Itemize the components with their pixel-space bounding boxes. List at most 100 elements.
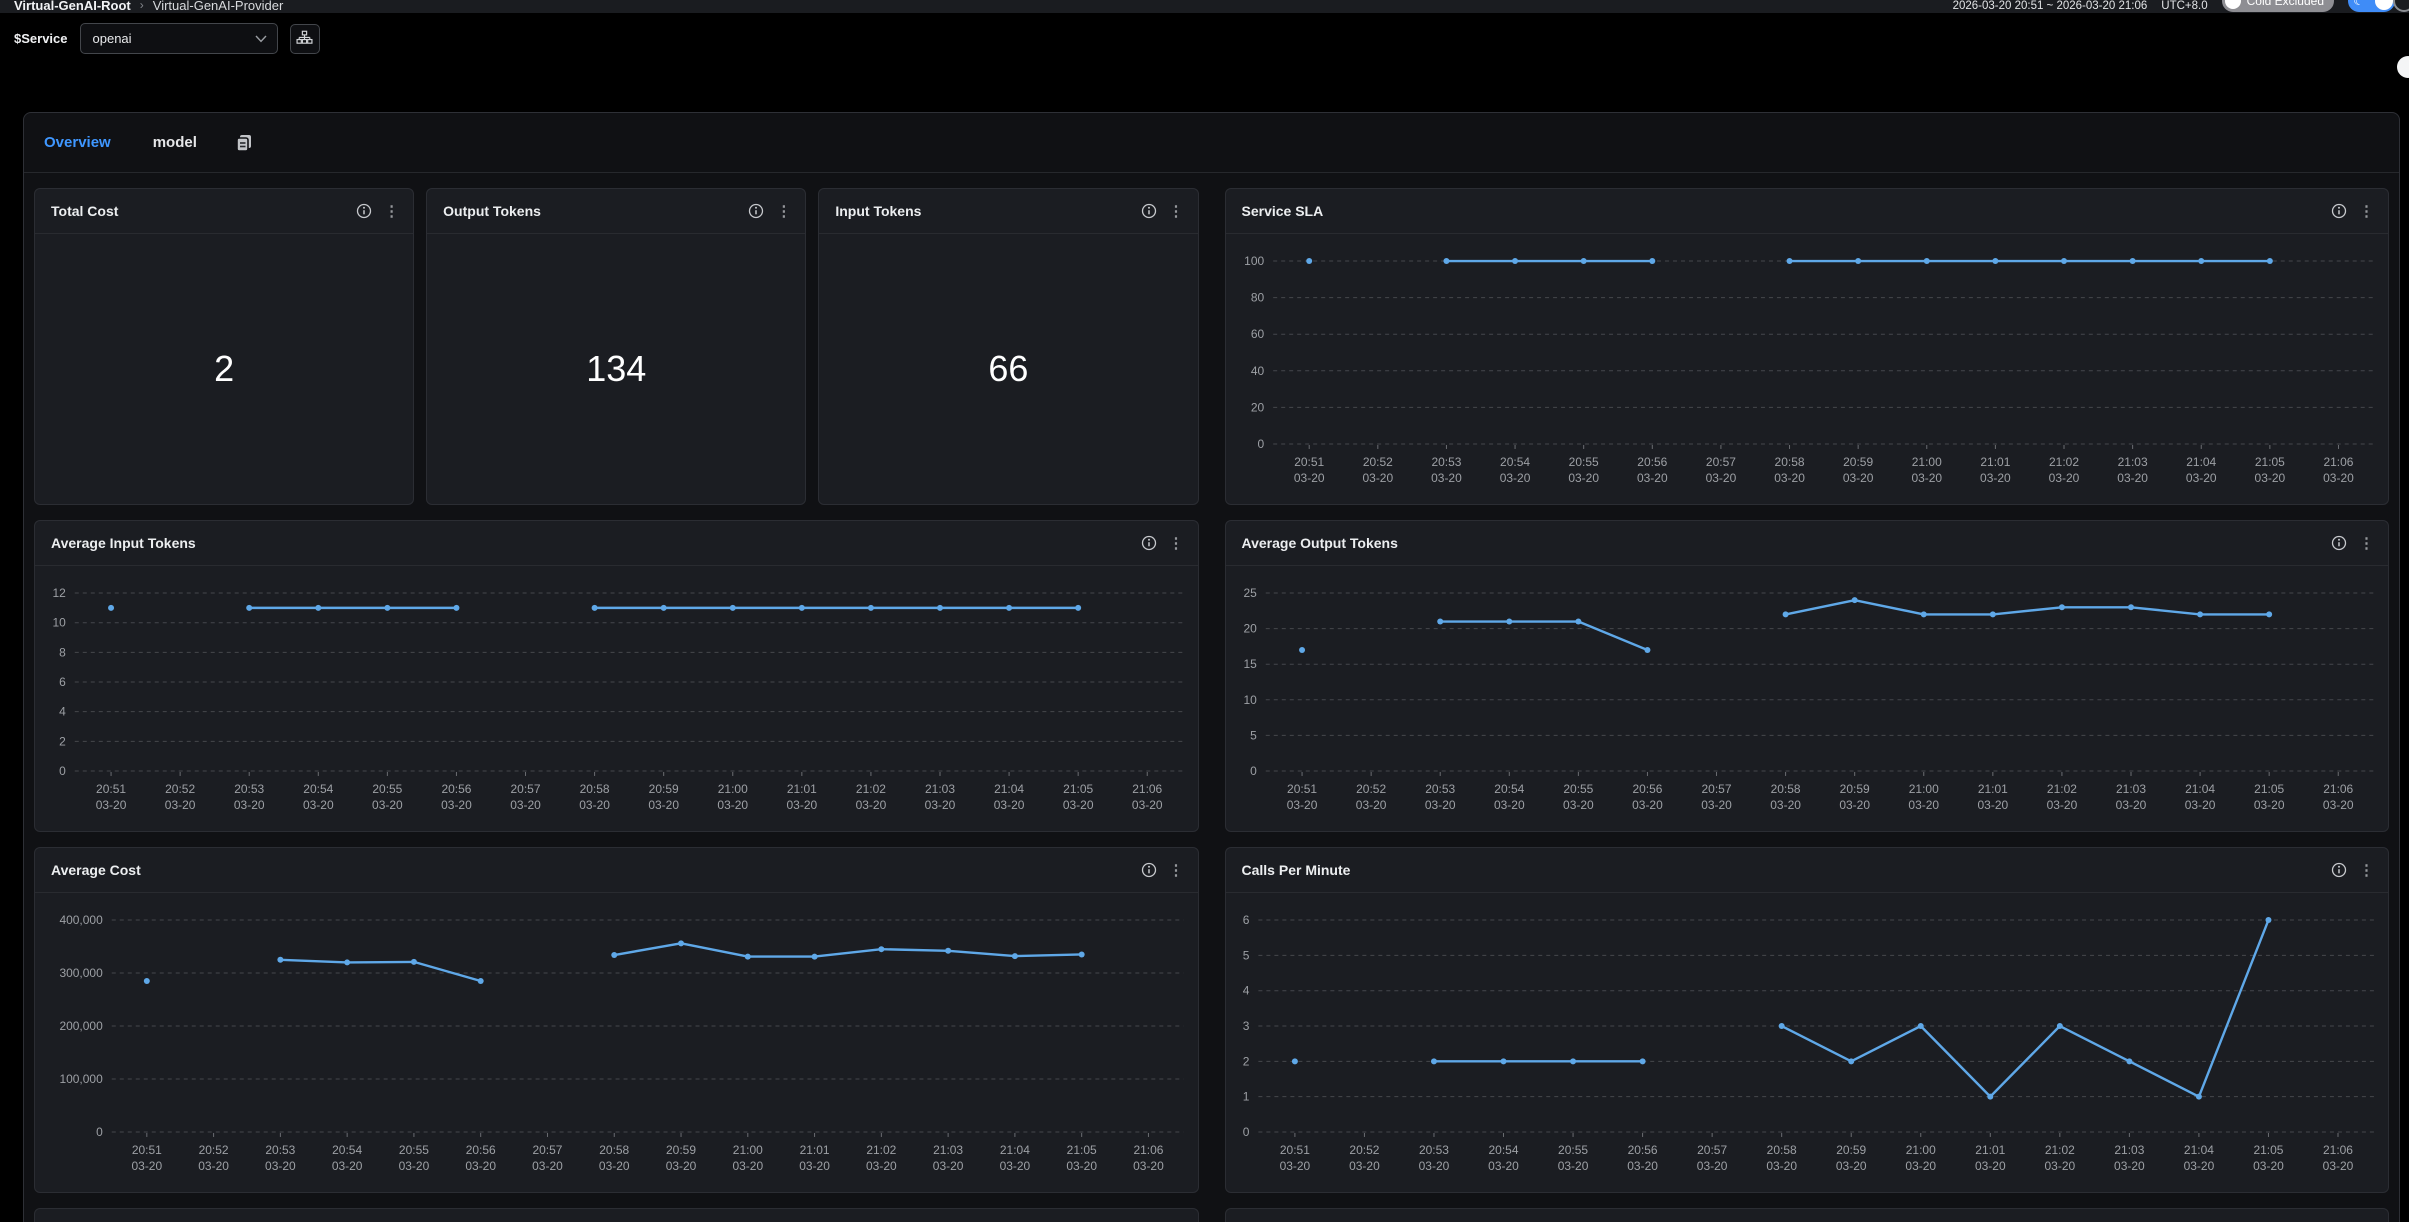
- kebab-menu-icon[interactable]: ⋮: [2357, 863, 2376, 878]
- svg-text:03-20: 03-20: [1980, 471, 2011, 485]
- svg-text:6: 6: [1242, 913, 1249, 927]
- svg-text:20:56: 20:56: [1627, 1143, 1657, 1157]
- svg-text:03-20: 03-20: [131, 1159, 162, 1173]
- svg-text:21:03: 21:03: [933, 1143, 963, 1157]
- tab-model[interactable]: model: [153, 134, 197, 151]
- svg-text:20:59: 20:59: [1836, 1143, 1866, 1157]
- panel-title: Average Input Tokens: [51, 535, 196, 551]
- svg-text:20:57: 20:57: [532, 1143, 562, 1157]
- panel-calls-per-minute: Calls Per Minute ⋮ 012345620:5103-2020:5…: [1225, 847, 2390, 1193]
- svg-text:10: 10: [52, 616, 66, 630]
- svg-text:100: 100: [1244, 254, 1264, 268]
- kebab-menu-icon[interactable]: ⋮: [1167, 863, 1186, 878]
- kebab-menu-icon[interactable]: ⋮: [774, 204, 793, 219]
- svg-text:20:58: 20:58: [580, 782, 610, 796]
- kebab-menu-icon[interactable]: ⋮: [2357, 536, 2376, 551]
- time-range-picker[interactable]: 2026-03-20 20:51 ~ 2026-03-20 21:06: [1953, 0, 2148, 12]
- svg-text:03-20: 03-20: [1696, 1159, 1727, 1173]
- service-sla-chart[interactable]: 02040608010020:5103-2020:5203-2020:5303-…: [1226, 234, 2389, 504]
- svg-text:20:53: 20:53: [234, 782, 264, 796]
- svg-text:21:05: 21:05: [2254, 782, 2284, 796]
- breadcrumb: Virtual-GenAI-Root › Virtual-GenAI-Provi…: [14, 0, 283, 12]
- kebab-menu-icon[interactable]: ⋮: [2357, 204, 2376, 219]
- svg-text:03-20: 03-20: [717, 798, 748, 812]
- average-cost-chart[interactable]: 0100,000200,000300,000400,00020:5103-202…: [35, 893, 1198, 1192]
- svg-text:6: 6: [59, 675, 66, 689]
- svg-text:03-20: 03-20: [2115, 798, 2146, 812]
- service-select[interactable]: openai: [80, 23, 278, 54]
- copy-pages-icon[interactable]: [233, 132, 255, 154]
- svg-text:21:02: 21:02: [2049, 455, 2079, 469]
- svg-text:20: 20: [1243, 622, 1257, 636]
- svg-text:21:04: 21:04: [994, 782, 1024, 796]
- kebab-menu-icon[interactable]: ⋮: [382, 204, 401, 219]
- svg-text:03-20: 03-20: [1000, 1159, 1031, 1173]
- svg-text:21:01: 21:01: [1977, 782, 2007, 796]
- svg-text:03-20: 03-20: [1908, 798, 1939, 812]
- svg-text:21:03: 21:03: [2116, 782, 2146, 796]
- panel-total-cost: Total Cost ⋮ 2: [34, 188, 414, 505]
- svg-text:03-20: 03-20: [2253, 1159, 2284, 1173]
- svg-text:03-20: 03-20: [198, 1159, 229, 1173]
- svg-text:20:52: 20:52: [165, 782, 195, 796]
- svg-text:20:53: 20:53: [1418, 1143, 1448, 1157]
- svg-text:21:05: 21:05: [2253, 1143, 2283, 1157]
- svg-text:03-20: 03-20: [1632, 798, 1663, 812]
- svg-text:03-20: 03-20: [579, 798, 610, 812]
- dark-mode-toggle[interactable]: ☾: [2348, 0, 2395, 12]
- info-icon[interactable]: [1141, 203, 1157, 219]
- panel-clipped-right: [1225, 1208, 2390, 1222]
- kebab-menu-icon[interactable]: ⋮: [1167, 536, 1186, 551]
- svg-text:20: 20: [1250, 400, 1264, 414]
- svg-text:20:51: 20:51: [132, 1143, 162, 1157]
- timezone-selector[interactable]: UTC+8.0: [2161, 0, 2207, 12]
- info-icon[interactable]: [2331, 203, 2347, 219]
- info-icon[interactable]: [2331, 862, 2347, 878]
- svg-text:03-20: 03-20: [1499, 471, 1530, 485]
- svg-text:21:02: 21:02: [2044, 1143, 2074, 1157]
- svg-text:21:06: 21:06: [1132, 782, 1162, 796]
- svg-text:20:53: 20:53: [1425, 782, 1455, 796]
- calls-per-minute-chart[interactable]: 012345620:5103-2020:5203-2020:5303-2020:…: [1226, 893, 2389, 1192]
- average-output-tokens-chart[interactable]: 051015202520:5103-2020:5203-2020:5303-20…: [1226, 566, 2389, 831]
- panel-input-tokens: Input Tokens ⋮ 66: [818, 188, 1198, 505]
- svg-text:80: 80: [1250, 291, 1264, 305]
- panel-title: Output Tokens: [443, 203, 541, 219]
- info-icon[interactable]: [748, 203, 764, 219]
- svg-text:2: 2: [59, 734, 66, 748]
- svg-text:03-20: 03-20: [1563, 798, 1594, 812]
- svg-text:3: 3: [1242, 1019, 1249, 1033]
- info-icon[interactable]: [1141, 862, 1157, 878]
- svg-text:03-20: 03-20: [441, 798, 472, 812]
- svg-text:20:55: 20:55: [1558, 1143, 1588, 1157]
- svg-text:03-20: 03-20: [1493, 798, 1524, 812]
- svg-text:21:04: 21:04: [2185, 782, 2215, 796]
- svg-text:21:01: 21:01: [787, 782, 817, 796]
- info-icon[interactable]: [2331, 535, 2347, 551]
- svg-text:03-20: 03-20: [265, 1159, 296, 1173]
- svg-text:20:59: 20:59: [1839, 782, 1869, 796]
- average-input-tokens-chart[interactable]: 02468101220:5103-2020:5203-2020:5303-202…: [35, 566, 1198, 831]
- panel-title: Service SLA: [1242, 203, 1324, 219]
- svg-text:40: 40: [1250, 364, 1264, 378]
- cold-excluded-toggle[interactable]: Cold Excluded: [2222, 0, 2334, 12]
- info-icon[interactable]: [1141, 535, 1157, 551]
- svg-text:03-20: 03-20: [1279, 1159, 1310, 1173]
- breadcrumb-root[interactable]: Virtual-GenAI-Root: [14, 0, 131, 12]
- svg-text:20:56: 20:56: [1632, 782, 1662, 796]
- breadcrumb-current[interactable]: Virtual-GenAI-Provider: [153, 0, 284, 12]
- info-icon[interactable]: [356, 203, 372, 219]
- svg-text:03-20: 03-20: [303, 798, 334, 812]
- tab-overview[interactable]: Overview: [44, 134, 111, 151]
- svg-text:03-20: 03-20: [787, 798, 818, 812]
- kebab-menu-icon[interactable]: ⋮: [1167, 204, 1186, 219]
- svg-text:03-20: 03-20: [925, 798, 956, 812]
- svg-text:03-20: 03-20: [2185, 471, 2216, 485]
- edge-floating-button[interactable]: [2397, 56, 2409, 78]
- svg-text:20:55: 20:55: [1563, 782, 1593, 796]
- svg-text:10: 10: [1243, 693, 1257, 707]
- svg-text:03-20: 03-20: [799, 1159, 830, 1173]
- topology-tree-button[interactable]: [290, 24, 320, 54]
- svg-text:03-20: 03-20: [399, 1159, 430, 1173]
- panel-title: Average Cost: [51, 862, 141, 878]
